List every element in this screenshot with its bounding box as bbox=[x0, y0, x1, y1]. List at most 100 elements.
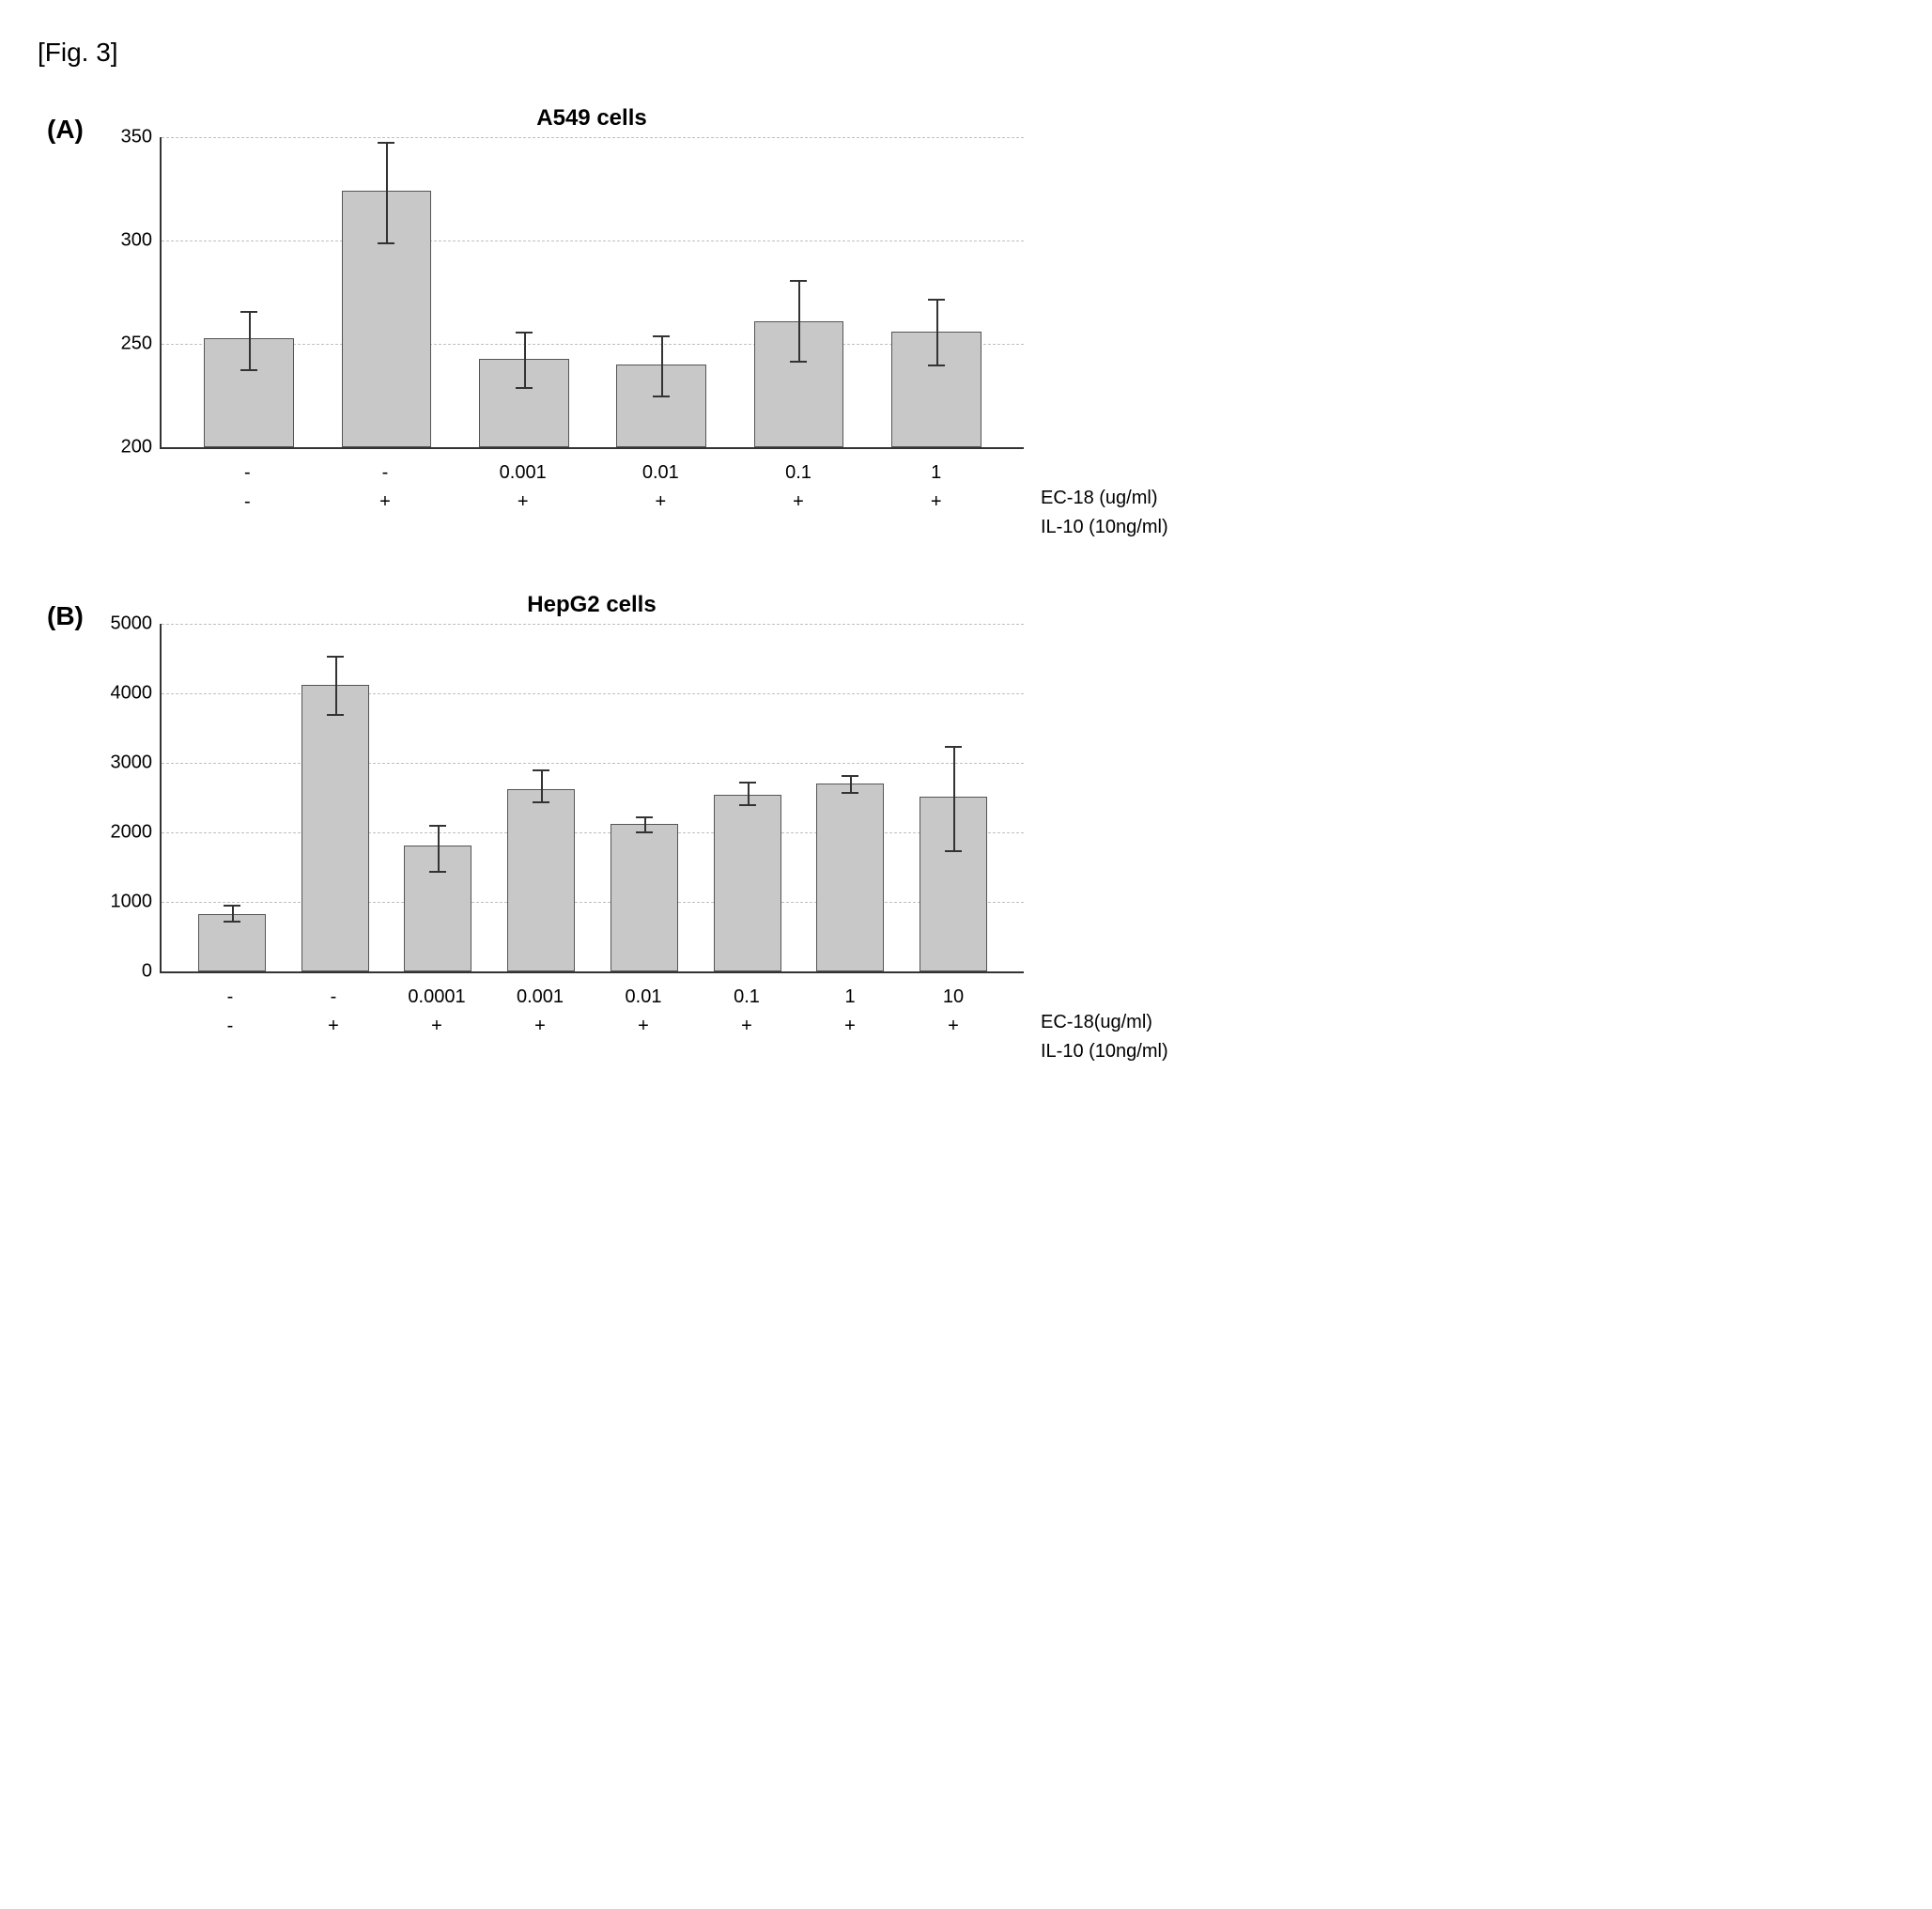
figure-page: [Fig. 3] (A) A549 cells 200250300350 --0… bbox=[38, 38, 1352, 1041]
bar-slot bbox=[317, 137, 455, 447]
xaxis-row: --0.0010.010.11EC-18 (ug/ml) bbox=[160, 458, 1024, 488]
xaxis-cell: 1 bbox=[798, 983, 902, 1012]
error-cap-top bbox=[636, 816, 653, 818]
error-bar bbox=[249, 313, 251, 371]
error-cap-top bbox=[945, 746, 962, 748]
error-cap-bottom bbox=[653, 396, 670, 397]
ytick-label: 4000 bbox=[111, 683, 162, 705]
xaxis-cell: 0.0001 bbox=[385, 983, 488, 1012]
error-bar bbox=[953, 748, 955, 852]
xaxis-cell: + bbox=[454, 488, 592, 517]
xaxis-cell: + bbox=[798, 1012, 902, 1041]
error-bar bbox=[936, 301, 938, 366]
bar-slot bbox=[593, 624, 696, 971]
xaxis-cell: 0.1 bbox=[730, 458, 868, 488]
xaxis-cell: + bbox=[282, 1012, 385, 1041]
error-bar bbox=[798, 282, 800, 363]
xaxis-cell: + bbox=[695, 1012, 798, 1041]
error-cap-top bbox=[378, 142, 394, 144]
panel-a: (A) A549 cells 200250300350 --0.0010.010… bbox=[94, 105, 1352, 517]
xaxis-cell: - bbox=[178, 488, 317, 517]
error-cap-bottom bbox=[516, 387, 533, 389]
xaxis-row: -+++++IL-10 (10ng/ml) bbox=[160, 488, 1024, 517]
error-cap-top bbox=[653, 335, 670, 337]
bar-slot bbox=[799, 624, 903, 971]
error-cap-bottom bbox=[378, 242, 394, 244]
ytick-label: 200 bbox=[121, 437, 162, 458]
error-bar bbox=[335, 658, 337, 716]
panel-a-chart: 200250300350 bbox=[160, 137, 1024, 449]
error-cap-top bbox=[224, 905, 240, 907]
xaxis-cell: + bbox=[488, 1012, 592, 1041]
ytick-label: 1000 bbox=[111, 892, 162, 913]
panel-a-letter: (A) bbox=[47, 115, 84, 145]
panel-a-chart-wrap: A549 cells 200250300350 --0.0010.010.11E… bbox=[160, 105, 1024, 517]
bar-slot bbox=[730, 137, 867, 447]
error-cap-bottom bbox=[842, 792, 858, 794]
panel-b: (B) HepG2 cells 010002000300040005000 --… bbox=[94, 592, 1352, 1041]
xaxis-cell: - bbox=[178, 983, 282, 1012]
bar bbox=[816, 784, 884, 971]
error-bar bbox=[748, 784, 750, 806]
xaxis-cell: + bbox=[317, 488, 455, 517]
error-cap-top bbox=[429, 825, 446, 827]
xaxis-cell: 0.1 bbox=[695, 983, 798, 1012]
panel-a-xaxis: --0.0010.010.11EC-18 (ug/ml)-+++++IL-10 … bbox=[160, 458, 1024, 517]
bar-slot bbox=[902, 624, 1005, 971]
error-cap-top bbox=[516, 332, 533, 334]
panel-b-letter: (B) bbox=[47, 601, 84, 631]
bars-container bbox=[162, 624, 1024, 971]
error-cap-top bbox=[327, 656, 344, 658]
xaxis-cell: + bbox=[592, 488, 730, 517]
xaxis-row: -+++++++IL-10 (10ng/ml) bbox=[160, 1012, 1024, 1041]
error-bar bbox=[541, 771, 543, 803]
bar-slot bbox=[593, 137, 730, 447]
bar-slot bbox=[387, 624, 490, 971]
xaxis-cell: + bbox=[867, 488, 1005, 517]
error-cap-top bbox=[739, 782, 756, 784]
error-cap-bottom bbox=[327, 714, 344, 716]
bar-slot bbox=[284, 624, 387, 971]
xaxis-row-label: EC-18(ug/ml) bbox=[1024, 1012, 1152, 1033]
error-cap-bottom bbox=[533, 801, 549, 803]
xaxis-cell: - bbox=[178, 1012, 282, 1041]
ytick-label: 0 bbox=[142, 961, 162, 983]
bar bbox=[714, 795, 781, 971]
xaxis-cell: 0.01 bbox=[592, 458, 730, 488]
bars-container bbox=[162, 137, 1024, 447]
error-cap-bottom bbox=[790, 361, 807, 363]
xaxis-row-label: IL-10 (10ng/ml) bbox=[1024, 517, 1168, 538]
bar-slot bbox=[180, 624, 284, 971]
xaxis-row: --0.00010.0010.010.1110EC-18(ug/ml) bbox=[160, 983, 1024, 1012]
xaxis-cell: - bbox=[317, 458, 455, 488]
xaxis-row-label: EC-18 (ug/ml) bbox=[1024, 488, 1157, 509]
bar-slot bbox=[456, 137, 593, 447]
error-cap-bottom bbox=[224, 921, 240, 923]
xaxis-cell: 0.001 bbox=[488, 983, 592, 1012]
panel-b-chart: 010002000300040005000 bbox=[160, 624, 1024, 973]
error-cap-bottom bbox=[429, 871, 446, 873]
bar bbox=[611, 824, 678, 971]
ytick-label: 5000 bbox=[111, 613, 162, 635]
error-bar bbox=[386, 144, 388, 245]
error-cap-bottom bbox=[945, 850, 962, 852]
xaxis-cell: + bbox=[902, 1012, 1005, 1041]
panel-b-chart-wrap: HepG2 cells 010002000300040005000 --0.00… bbox=[160, 592, 1024, 1041]
figure-label: [Fig. 3] bbox=[38, 38, 1352, 68]
xaxis-cell: - bbox=[178, 458, 317, 488]
bar bbox=[301, 685, 369, 971]
error-cap-top bbox=[240, 311, 257, 313]
ytick-label: 350 bbox=[121, 127, 162, 148]
xaxis-cell: - bbox=[282, 983, 385, 1012]
panel-b-title: HepG2 cells bbox=[160, 592, 1024, 618]
error-bar bbox=[524, 334, 526, 389]
ytick-label: 250 bbox=[121, 334, 162, 355]
error-cap-top bbox=[842, 775, 858, 777]
bar-slot bbox=[180, 137, 317, 447]
error-cap-bottom bbox=[739, 804, 756, 806]
error-cap-bottom bbox=[928, 365, 945, 366]
error-cap-top bbox=[928, 299, 945, 301]
xaxis-cell: 1 bbox=[867, 458, 1005, 488]
ytick-label: 3000 bbox=[111, 753, 162, 774]
xaxis-row-label: IL-10 (10ng/ml) bbox=[1024, 1041, 1168, 1063]
